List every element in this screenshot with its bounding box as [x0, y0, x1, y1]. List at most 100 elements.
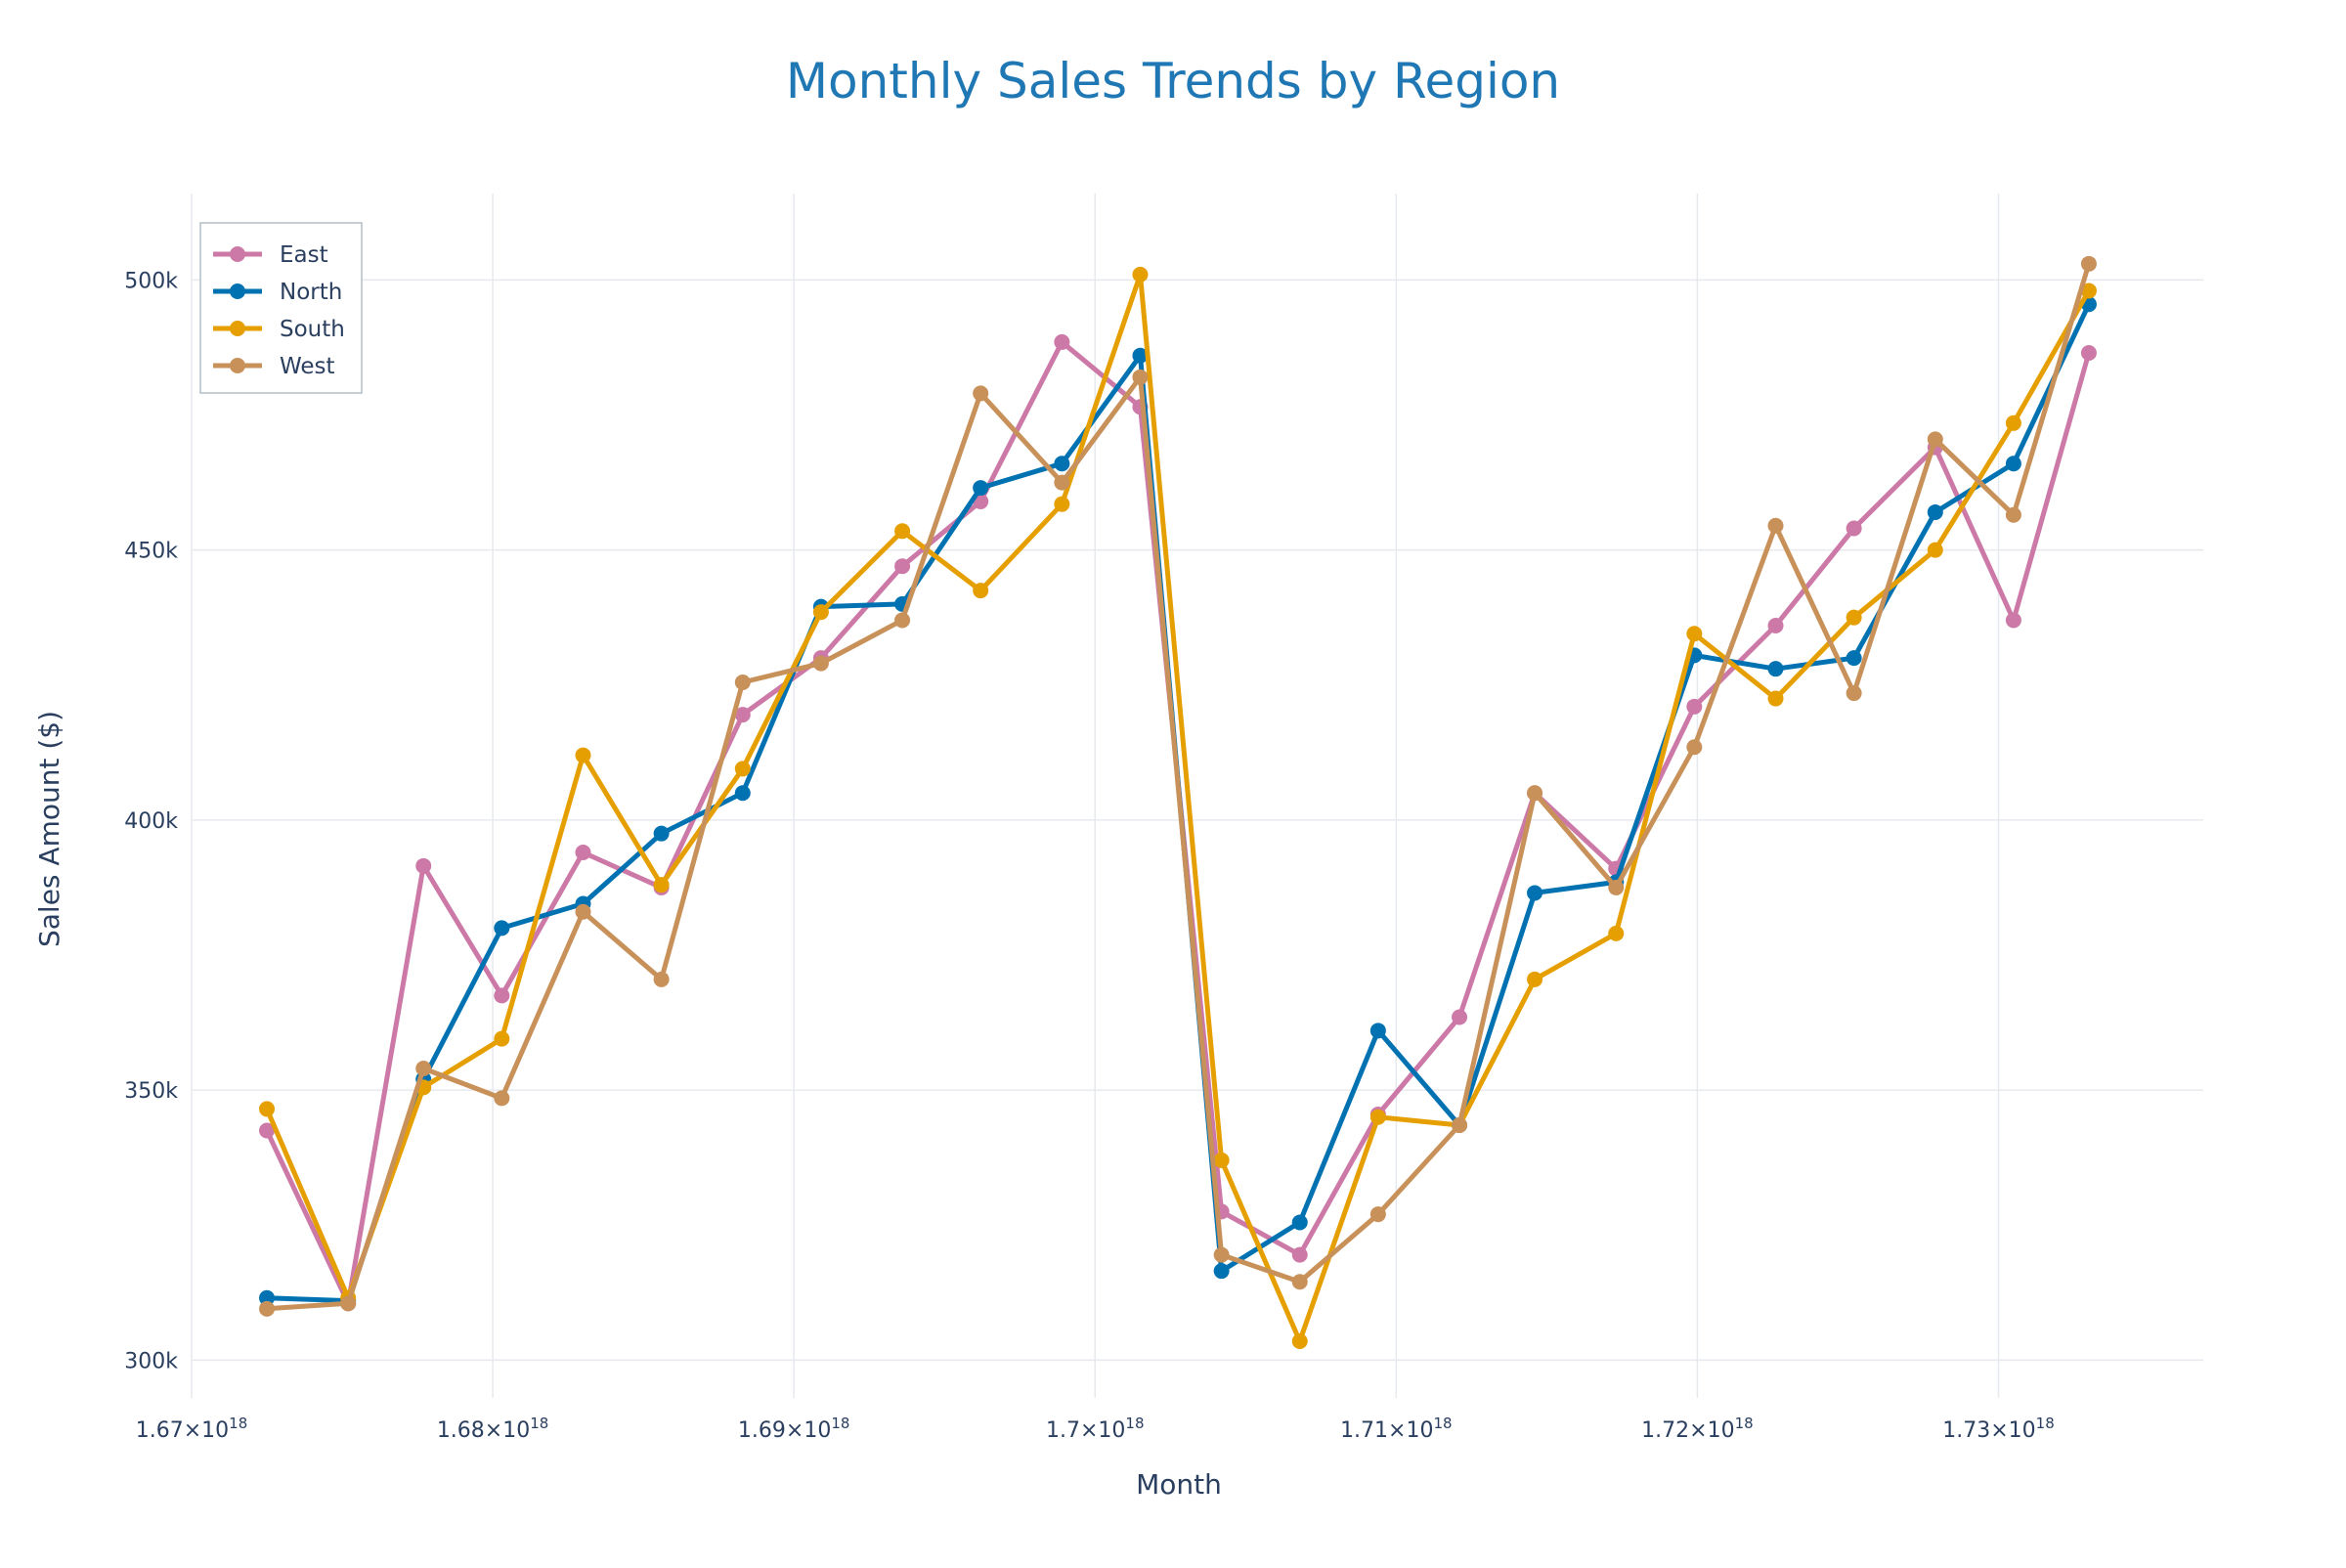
- legend-label: South: [280, 317, 345, 342]
- x-tick-label: 1.71×1018: [1340, 1415, 1453, 1443]
- data-point-west[interactable]: [2005, 506, 2021, 523]
- data-point-west[interactable]: [415, 1060, 432, 1076]
- data-point-west[interactable]: [894, 612, 911, 629]
- legend-label: West: [280, 354, 335, 379]
- data-point-south[interactable]: [575, 747, 591, 763]
- data-point-north[interactable]: [494, 920, 510, 936]
- data-point-east[interactable]: [2080, 344, 2097, 361]
- data-point-west[interactable]: [575, 903, 591, 920]
- data-point-south[interactable]: [734, 761, 751, 777]
- legend-item-south[interactable]: South: [213, 317, 345, 342]
- x-tick-label: 1.67×1018: [136, 1415, 248, 1443]
- data-point-east[interactable]: [1846, 520, 1862, 537]
- data-point-south[interactable]: [1846, 609, 1862, 626]
- data-point-south[interactable]: [894, 523, 911, 540]
- data-point-south[interactable]: [1213, 1152, 1230, 1168]
- data-point-west[interactable]: [494, 1090, 510, 1107]
- data-point-west[interactable]: [1213, 1246, 1230, 1263]
- legend-label: North: [280, 280, 342, 305]
- data-point-south[interactable]: [1291, 1332, 1308, 1349]
- data-point-north[interactable]: [1054, 456, 1070, 472]
- x-tick-label: 1.68×1018: [437, 1415, 549, 1443]
- x-tick-label: 1.7×1018: [1046, 1415, 1145, 1443]
- data-point-north[interactable]: [734, 785, 751, 802]
- data-point-south[interactable]: [1608, 925, 1625, 941]
- data-point-west[interactable]: [1686, 739, 1703, 756]
- data-point-east[interactable]: [894, 558, 911, 575]
- data-point-north[interactable]: [1527, 885, 1543, 901]
- data-point-south[interactable]: [1369, 1109, 1386, 1125]
- data-point-north[interactable]: [973, 480, 989, 497]
- data-point-west[interactable]: [340, 1295, 357, 1312]
- data-point-north[interactable]: [259, 1289, 276, 1306]
- data-point-east[interactable]: [259, 1122, 276, 1139]
- data-point-north[interactable]: [1846, 650, 1862, 667]
- data-point-north[interactable]: [1132, 347, 1149, 364]
- legend-swatch-marker: [230, 283, 245, 299]
- data-point-north[interactable]: [1213, 1263, 1230, 1280]
- data-point-west[interactable]: [973, 385, 989, 402]
- data-point-south[interactable]: [1527, 971, 1543, 987]
- data-point-north[interactable]: [1369, 1023, 1386, 1039]
- data-point-west[interactable]: [1767, 517, 1784, 534]
- data-point-north[interactable]: [1927, 503, 1943, 520]
- data-point-west[interactable]: [2080, 255, 2097, 272]
- data-point-south[interactable]: [973, 583, 989, 599]
- data-point-north[interactable]: [1767, 661, 1784, 677]
- data-point-east[interactable]: [1767, 617, 1784, 633]
- data-point-south[interactable]: [1132, 266, 1149, 283]
- legend-item-west[interactable]: West: [213, 354, 335, 379]
- x-gridlines: [191, 194, 2000, 1398]
- data-point-west[interactable]: [1608, 879, 1625, 895]
- data-point-west[interactable]: [1527, 785, 1543, 802]
- data-point-west[interactable]: [653, 971, 670, 987]
- data-point-east[interactable]: [415, 857, 432, 874]
- data-point-south[interactable]: [1686, 626, 1703, 642]
- series-line-west: [264, 261, 2092, 1312]
- data-point-east[interactable]: [575, 845, 591, 861]
- data-point-west[interactable]: [1054, 474, 1070, 491]
- legend-label: East: [280, 242, 328, 268]
- data-point-west[interactable]: [734, 674, 751, 690]
- series-layer: [259, 255, 2097, 1349]
- data-point-south[interactable]: [259, 1101, 276, 1117]
- data-point-east[interactable]: [734, 707, 751, 723]
- data-point-east[interactable]: [1452, 1009, 1468, 1025]
- data-point-west[interactable]: [1132, 369, 1149, 385]
- legend-item-east[interactable]: East: [213, 242, 328, 268]
- data-point-north[interactable]: [653, 825, 670, 842]
- data-point-south[interactable]: [1927, 542, 1943, 558]
- legend-item-north[interactable]: North: [213, 280, 342, 305]
- data-point-west[interactable]: [1927, 431, 1943, 448]
- x-tick-label: 1.72×1018: [1641, 1415, 1754, 1443]
- y-tick-label: 500k: [124, 269, 178, 293]
- data-point-west[interactable]: [812, 655, 829, 672]
- data-point-south[interactable]: [1054, 496, 1070, 512]
- data-point-south[interactable]: [494, 1030, 510, 1047]
- data-point-west[interactable]: [1291, 1274, 1308, 1290]
- data-point-south[interactable]: [812, 604, 829, 621]
- data-point-east[interactable]: [1291, 1246, 1308, 1263]
- y-axis-title: Sales Amount ($): [33, 711, 65, 947]
- legend-swatch-marker: [230, 358, 245, 373]
- chart-title: Monthly Sales Trends by Region: [786, 53, 1560, 109]
- data-point-west[interactable]: [1369, 1206, 1386, 1223]
- x-tick-labels: 1.67×1018 1.68×1018 1.69×1018 1.7×1018 1.71×…: [136, 1415, 2055, 1443]
- data-point-north[interactable]: [1291, 1214, 1308, 1231]
- data-point-east[interactable]: [494, 987, 510, 1004]
- data-point-north[interactable]: [2005, 456, 2021, 472]
- series-line-south: [264, 272, 2092, 1344]
- data-point-east[interactable]: [2005, 612, 2021, 629]
- y-gridlines: [192, 279, 2203, 1362]
- data-point-south[interactable]: [2005, 414, 2021, 431]
- data-point-west[interactable]: [259, 1300, 276, 1317]
- data-point-south[interactable]: [2080, 283, 2097, 299]
- data-point-east[interactable]: [1686, 698, 1703, 715]
- data-point-east[interactable]: [1054, 333, 1070, 350]
- data-point-west[interactable]: [1452, 1117, 1468, 1134]
- data-point-south[interactable]: [653, 877, 670, 893]
- data-point-west[interactable]: [1846, 685, 1862, 702]
- data-point-south[interactable]: [1767, 690, 1784, 707]
